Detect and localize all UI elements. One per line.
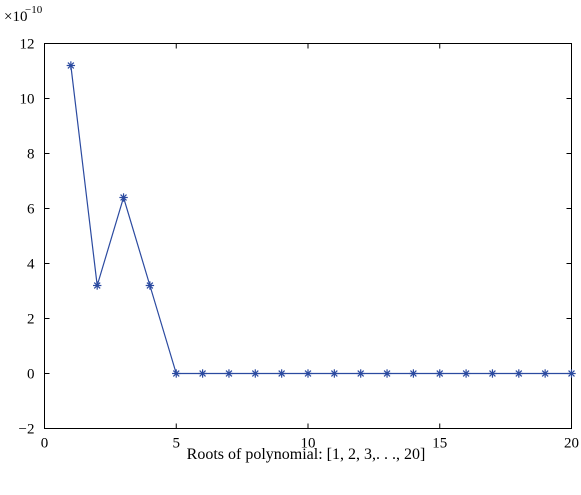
data-point-marker bbox=[119, 193, 128, 202]
data-point-marker bbox=[461, 369, 471, 378]
data-point-marker bbox=[540, 369, 550, 378]
data-point-marker bbox=[224, 369, 234, 378]
x-tick-label: 15 bbox=[432, 436, 447, 452]
y-axis-multiplier: ×10 −10 bbox=[4, 4, 43, 25]
y-tick-label: 10 bbox=[20, 92, 35, 108]
data-point-marker bbox=[514, 369, 523, 378]
data-point-marker bbox=[172, 369, 181, 378]
y-tick-label: 0 bbox=[27, 367, 35, 383]
data-point-marker bbox=[66, 61, 76, 70]
y-axis-ticks: −2 0 2 4 6 8 10 12 bbox=[19, 37, 572, 438]
data-point-marker bbox=[356, 369, 365, 378]
x-tick-label: 5 bbox=[173, 436, 181, 452]
data-point-marker bbox=[409, 369, 418, 378]
data-point-marker bbox=[382, 369, 392, 378]
y-multiplier-base: ×10 bbox=[4, 9, 27, 25]
y-tick-label: 6 bbox=[27, 202, 35, 218]
data-point-marker bbox=[277, 369, 286, 378]
x-tick-label: 10 bbox=[301, 436, 316, 452]
y-multiplier-exponent: −10 bbox=[25, 4, 43, 16]
data-point-marker bbox=[567, 369, 576, 378]
x-axis-label: Roots of polynomial: [1, 2, 3,. . ., 20] bbox=[187, 446, 426, 463]
y-tick-label: 8 bbox=[27, 147, 35, 163]
series-line bbox=[70, 65, 572, 375]
data-point-marker bbox=[488, 369, 497, 378]
data-point-marker bbox=[303, 369, 313, 378]
x-tick-label: 0 bbox=[41, 436, 49, 452]
data-point-marker bbox=[435, 369, 444, 378]
data-point-marker bbox=[145, 281, 155, 290]
data-point-marker bbox=[198, 369, 207, 378]
y-tick-label: 12 bbox=[20, 37, 35, 53]
x-axis-ticks: 0 5 10 15 20 bbox=[41, 43, 579, 452]
data-point-marker bbox=[251, 369, 260, 378]
y-tick-label: 2 bbox=[27, 312, 35, 328]
data-point-marker bbox=[330, 369, 339, 378]
y-tick-label: 4 bbox=[27, 257, 35, 273]
series bbox=[66, 61, 576, 378]
y-tick-label: −2 bbox=[19, 422, 35, 438]
x-tick-label: 20 bbox=[564, 436, 579, 452]
data-point-marker bbox=[93, 281, 102, 290]
